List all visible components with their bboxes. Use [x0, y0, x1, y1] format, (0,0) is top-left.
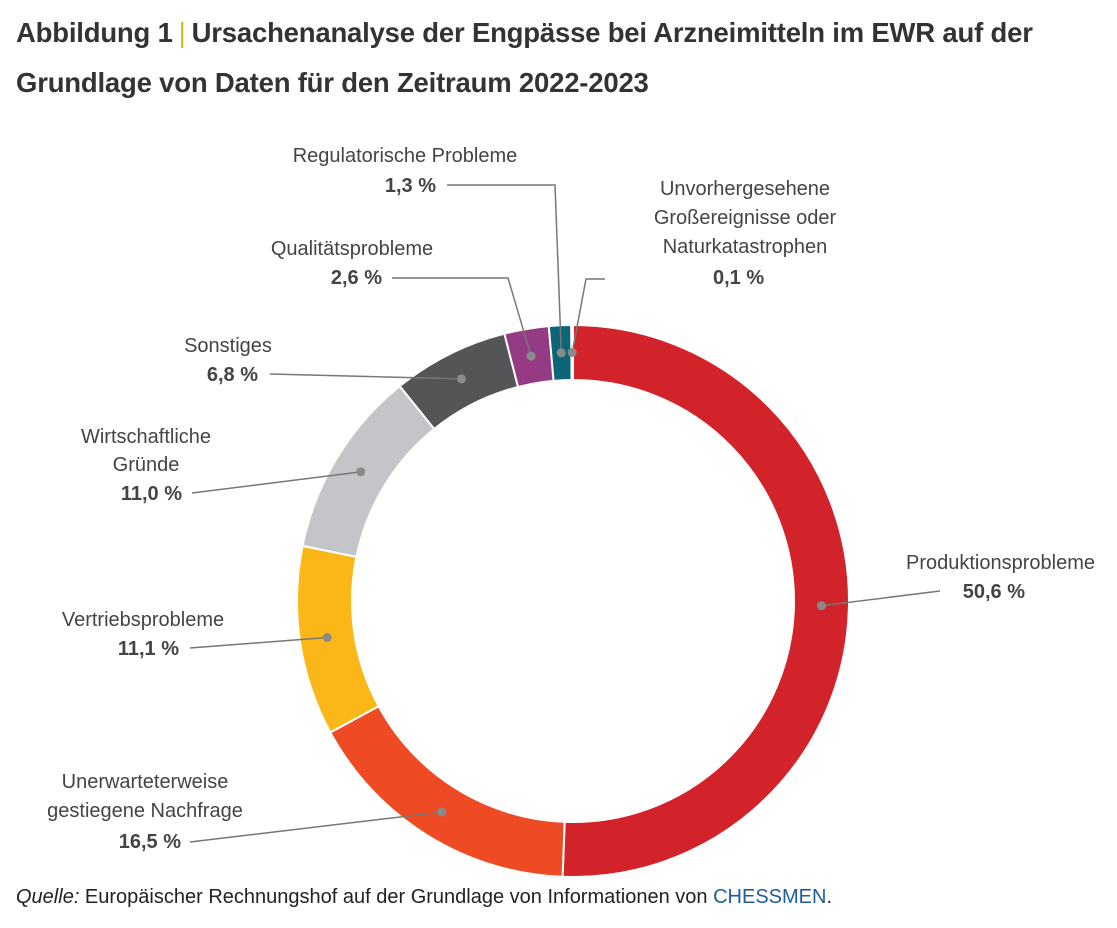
- leader-dot: [567, 348, 577, 358]
- chart-title: Abbildung 1 | Ursachenanalyse der Engpässe…: [16, 8, 1116, 108]
- slice-value-label: 0,1 %: [713, 267, 764, 289]
- figure-number: Abbildung 1: [16, 17, 173, 48]
- source-text: Europäischer Rechnungshof auf der Grundl…: [79, 886, 714, 908]
- slice-value-label: 6,8 %: [207, 364, 258, 386]
- slice-value-label: 50,6 %: [963, 581, 1025, 603]
- leader-dot: [437, 807, 447, 817]
- slice-label: gestiegene Nachfrage: [47, 800, 243, 822]
- source-prefix: Quelle:: [16, 886, 80, 908]
- leader-line: [571, 278, 605, 353]
- leader-line: [191, 471, 361, 494]
- slice-value-label: 2,6 %: [331, 267, 382, 289]
- leader-line: [269, 373, 462, 380]
- slice-value-label: 1,3 %: [385, 175, 436, 197]
- slice-label: Vertriebsprobleme: [62, 609, 224, 631]
- title-text: Ursachenanalyse der Engpässe bei Arzneim…: [16, 17, 1033, 98]
- title-separator: |: [178, 17, 186, 48]
- slice-value-label: 11,0 %: [121, 483, 182, 505]
- donut-slice: [561, 323, 850, 878]
- source-suffix: .: [826, 886, 833, 908]
- leader-dot: [322, 633, 332, 643]
- slice-label: Qualitätsprobleme: [271, 238, 433, 260]
- leader-line: [392, 277, 532, 357]
- leader-line: [447, 184, 563, 353]
- leader-dot: [556, 348, 566, 358]
- leader-dot: [457, 374, 467, 384]
- slice-label: Unvorhergesehene: [660, 178, 830, 200]
- slice-label: Sonstiges: [184, 335, 272, 357]
- slice-label: Naturkatastrophen: [663, 236, 828, 258]
- slice-label: Unerwarteterweise: [62, 771, 229, 793]
- slice-label: Produktionsprobleme: [906, 552, 1095, 574]
- source-org[interactable]: CHESSMEN: [713, 886, 827, 908]
- slice-label: Regulatorische Probleme: [293, 145, 518, 167]
- slice-value-label: 16,5 %: [119, 831, 181, 853]
- slice-label: Wirtschaftliche: [81, 426, 211, 448]
- leader-dot: [816, 601, 826, 611]
- slice-label: Großereignisse oder: [654, 207, 837, 229]
- leader-line: [189, 811, 442, 843]
- leader-line: [189, 636, 328, 649]
- donut-slice: [328, 704, 566, 878]
- leader-dot: [356, 467, 366, 477]
- leader-dot: [526, 351, 536, 361]
- donut-slice: [301, 384, 436, 559]
- slice-label: Gründe: [113, 454, 180, 476]
- slice-value-label: 11,1 %: [118, 638, 179, 660]
- leader-line: [821, 590, 941, 607]
- source-note: Quelle: Europäischer Rechnungshof auf de…: [16, 886, 832, 909]
